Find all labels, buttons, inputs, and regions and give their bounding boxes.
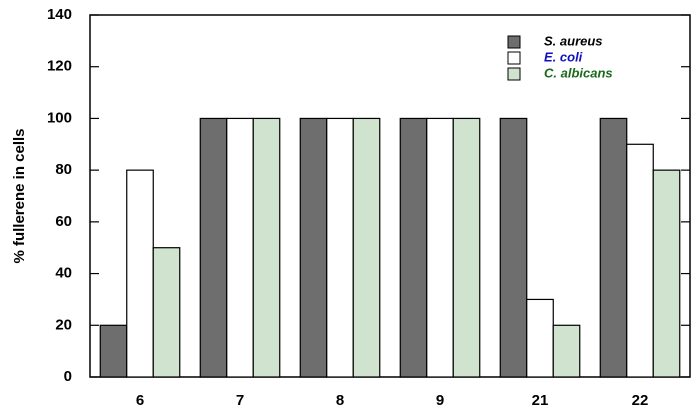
legend-label: S. aureus: [544, 33, 603, 48]
bar: [599, 117, 628, 378]
plot-frame: [89, 14, 691, 378]
x-tick-label: 22: [632, 392, 649, 409]
bar: [126, 169, 154, 378]
bar: [352, 117, 381, 378]
legend-swatch: [507, 51, 521, 65]
y-tick-label: 80: [55, 161, 72, 178]
x-tick-label: 21: [532, 392, 549, 409]
bar: [99, 324, 128, 378]
x-tick-label: 9: [436, 392, 444, 409]
y-tick-label: 20: [55, 316, 72, 333]
y-tick-label: 60: [55, 213, 72, 230]
bar: [452, 117, 481, 378]
bar: [326, 117, 354, 378]
bar: [426, 117, 454, 378]
x-tick-label: 8: [336, 392, 344, 409]
bar: [626, 143, 654, 378]
bar: [652, 169, 681, 378]
legend-swatch: [507, 35, 521, 49]
bar: [252, 117, 281, 378]
bar: [499, 117, 528, 378]
x-tick-label: 7: [236, 392, 244, 409]
bar: [199, 117, 228, 378]
y-tick-label: 120: [47, 58, 72, 75]
legend-swatch: [507, 67, 521, 81]
y-tick-label: 0: [64, 368, 72, 385]
bar: [226, 117, 254, 378]
y-axis-label: % fullerene in cells: [11, 128, 28, 263]
x-tick-label: 6: [136, 392, 144, 409]
y-tick-label: 100: [47, 109, 72, 126]
legend-label: C. albicans: [544, 65, 613, 80]
bar: [552, 324, 581, 378]
y-tick-label: 140: [47, 6, 72, 23]
bar: [152, 247, 181, 378]
legend-label: E. coli: [544, 49, 583, 64]
bar: [399, 117, 428, 378]
bar: [526, 298, 554, 378]
bar: [299, 117, 328, 378]
y-tick-label: 40: [55, 265, 72, 282]
